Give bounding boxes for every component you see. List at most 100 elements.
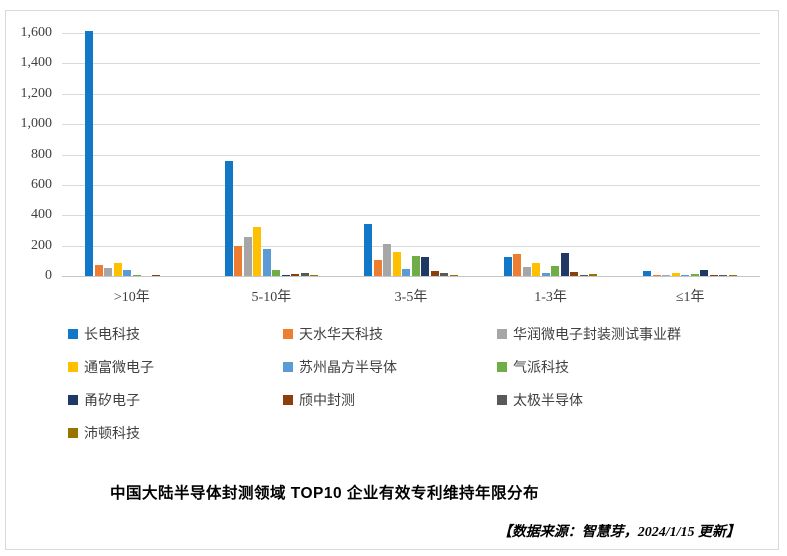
legend-item-2: 华润微电子封装测试事业群 xyxy=(497,324,747,344)
gridline xyxy=(62,33,760,34)
y-tick-label: 1,000 xyxy=(20,116,53,132)
legend-label: 甬矽电子 xyxy=(84,392,140,408)
x-tick-label: 5-10年 xyxy=(251,290,292,305)
data-source-note: 【数据来源：智慧芽，2024/1/15 更新】 xyxy=(497,525,740,540)
bar-series-5 xyxy=(690,274,699,276)
legend-swatch-icon xyxy=(497,395,507,405)
bar-series-4 xyxy=(681,274,690,276)
bar-series-3 xyxy=(113,263,122,276)
bar-series-7 xyxy=(709,274,718,276)
y-tick-label: 1,600 xyxy=(20,25,53,40)
bar-series-0 xyxy=(85,31,94,276)
bar-series-2 xyxy=(522,266,531,276)
bar-series-5 xyxy=(551,265,560,276)
bar-series-2 xyxy=(662,274,671,276)
legend-label: 苏州晶方半导体 xyxy=(299,359,397,375)
bar-series-7 xyxy=(151,274,160,276)
bar-series-1 xyxy=(234,245,243,276)
legend-item-7: 颀中封测 xyxy=(283,390,497,410)
bar-series-2 xyxy=(104,267,113,276)
gridline xyxy=(62,63,760,65)
bar-series-8 xyxy=(440,273,449,276)
bar-series-1 xyxy=(94,264,103,276)
bar-series-3 xyxy=(253,226,262,276)
gridline xyxy=(62,184,760,186)
legend-label: 华润微电子封装测试事业群 xyxy=(513,326,681,342)
bar-series-9 xyxy=(728,274,737,276)
bar-series-8 xyxy=(300,273,309,276)
legend-item-9: 沛顿科技 xyxy=(68,423,283,443)
bar-series-5 xyxy=(272,269,281,276)
gridline xyxy=(62,154,760,156)
bar-series-7 xyxy=(570,271,579,276)
bar-series-1 xyxy=(373,260,382,276)
bar-series-0 xyxy=(503,257,512,276)
y-tick-label: 0 xyxy=(45,268,52,283)
legend-swatch-icon xyxy=(68,329,78,339)
bar-series-7 xyxy=(291,274,300,276)
bar-series-7 xyxy=(430,270,439,276)
gridline xyxy=(62,215,760,217)
bar-series-0 xyxy=(364,224,373,276)
bar-series-8 xyxy=(719,274,728,276)
legend-item-8: 太极半导体 xyxy=(497,390,747,410)
legend-label: 通富微电子 xyxy=(84,359,154,375)
bar-series-9 xyxy=(589,274,598,276)
legend-label: 气派科技 xyxy=(513,359,569,375)
chart-title: 中国大陆半导体封测领域 TOP10 企业有效专利维持年限分布 xyxy=(110,485,539,502)
legend-item-1: 天水华天科技 xyxy=(283,324,497,344)
x-tick-label: >10年 xyxy=(113,290,150,305)
x-axis-line xyxy=(62,276,760,277)
x-tick-label: 3-5年 xyxy=(394,290,428,305)
bar-series-2 xyxy=(243,236,252,276)
chart-frame xyxy=(5,10,779,550)
bar-series-0 xyxy=(224,160,233,276)
bar-series-3 xyxy=(671,272,680,276)
legend-swatch-icon xyxy=(283,395,293,405)
bar-series-5 xyxy=(132,274,141,276)
gridline xyxy=(62,245,760,247)
y-tick-label: 1,200 xyxy=(20,85,53,101)
bar-series-4 xyxy=(262,248,271,276)
legend-item-5: 气派科技 xyxy=(497,357,747,377)
bar-series-9 xyxy=(310,274,319,276)
legend-item-4: 苏州晶方半导体 xyxy=(283,357,497,377)
legend-swatch-icon xyxy=(283,362,293,372)
bar-series-2 xyxy=(383,244,392,276)
y-tick-label: 200 xyxy=(31,237,52,253)
bar-series-5 xyxy=(411,255,420,276)
bar-series-4 xyxy=(123,269,132,276)
y-tick-label: 400 xyxy=(31,207,52,223)
x-tick-label: ≤1年 xyxy=(675,290,705,305)
legend-item-3: 通富微电子 xyxy=(68,357,283,377)
y-tick-label: 1,400 xyxy=(20,55,53,71)
bar-series-9 xyxy=(449,274,458,276)
legend-label: 太极半导体 xyxy=(513,392,583,408)
legend-swatch-icon xyxy=(497,362,507,372)
gridline xyxy=(62,93,760,95)
legend-item-0: 长电科技 xyxy=(68,324,283,344)
bar-series-4 xyxy=(541,272,550,276)
bar-series-1 xyxy=(513,253,522,276)
bar-series-4 xyxy=(402,268,411,276)
bar-series-6 xyxy=(560,253,569,276)
legend-swatch-icon xyxy=(68,362,78,372)
legend-item-6: 甬矽电子 xyxy=(68,390,283,410)
legend-label: 沛顿科技 xyxy=(84,425,140,441)
bar-series-1 xyxy=(652,274,661,276)
legend-swatch-icon xyxy=(497,329,507,339)
legend-label: 天水华天科技 xyxy=(299,326,383,342)
bar-series-6 xyxy=(421,256,430,276)
bar-series-6 xyxy=(281,274,290,276)
bar-series-8 xyxy=(579,274,588,276)
legend-label: 长电科技 xyxy=(84,326,140,342)
x-tick-label: 1-3年 xyxy=(534,290,567,305)
legend-swatch-icon xyxy=(68,395,78,405)
legend: 长电科技 天水华天科技 华润微电子封装测试事业群通富微电子 苏州晶方半导体 气派科技甬矽… xyxy=(68,324,758,443)
legend-swatch-icon xyxy=(68,428,78,438)
y-tick-label: 800 xyxy=(31,146,52,162)
legend-swatch-icon xyxy=(283,329,293,339)
bar-series-6 xyxy=(700,269,709,276)
plot-area: >10年 5-10年 3-5年 1-3年 ≤1年 xyxy=(62,31,760,305)
bar-series-3 xyxy=(392,251,401,276)
